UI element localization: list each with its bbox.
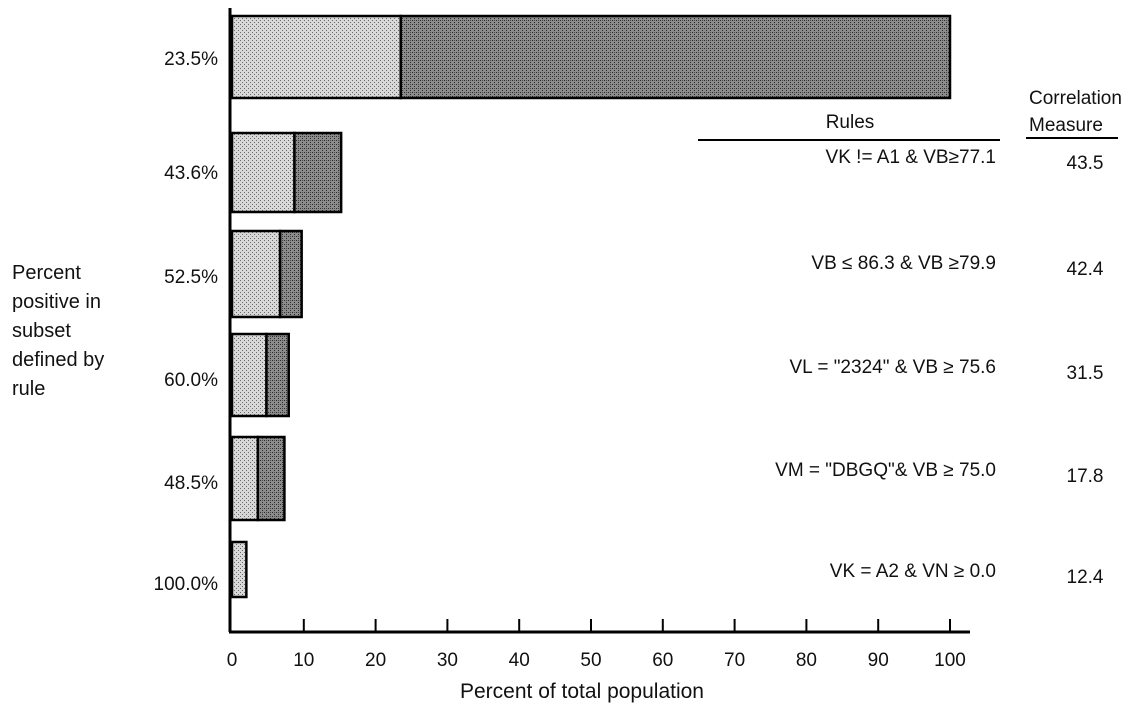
correlation-header-line: Correlation — [1029, 88, 1122, 109]
y-axis-label-line: defined by — [12, 349, 104, 371]
bar-light-5 — [230, 540, 248, 599]
bar-dark-1 — [293, 131, 343, 214]
category-label: 52.5% — [164, 267, 218, 288]
correlation-value: 12.4 — [1067, 567, 1104, 588]
category-label: 60.0% — [164, 370, 218, 391]
rule-text: VM = "DBGQ"& VB ≥ 75.0 — [775, 460, 996, 481]
bar-light-0 — [230, 14, 402, 100]
correlation-value: 43.5 — [1067, 153, 1104, 174]
x-tick-label: 80 — [796, 650, 817, 671]
correlation-header-line: Measure — [1029, 115, 1103, 136]
category-label: 100.0% — [154, 574, 219, 595]
rule-text: VK = A2 & VN ≥ 0.0 — [830, 561, 996, 582]
rule-text: VL = "2324" & VB ≥ 75.6 — [790, 357, 997, 378]
category-label: 43.6% — [164, 163, 218, 184]
y-axis-label: Percent positive in subset defined by rule — [12, 262, 104, 400]
x-tick-label: 100 — [934, 650, 966, 671]
y-axis-label-line: rule — [12, 378, 45, 400]
rule-text: VB ≤ 86.3 & VB ≥79.9 — [811, 253, 996, 274]
y-axis-label-line: Percent — [12, 262, 81, 284]
category-labels: 23.5% 43.6% 52.5% 60.0% 48.5% 100.0% — [154, 49, 219, 595]
bar-dark-4 — [256, 435, 286, 522]
category-label: 48.5% — [164, 473, 218, 494]
x-ticks: 0 10 20 30 40 50 60 70 80 90 100 — [227, 619, 966, 671]
axes: 0 10 20 30 40 50 60 70 80 90 100 — [227, 8, 970, 671]
x-tick-label: 90 — [868, 650, 889, 671]
category-label: 23.5% — [164, 49, 218, 70]
x-tick-label: 70 — [724, 650, 745, 671]
x-tick-label: 50 — [580, 650, 601, 671]
bar-dark-2 — [278, 229, 303, 319]
x-tick-label: 30 — [437, 650, 458, 671]
correlation-value: 17.8 — [1067, 466, 1104, 487]
x-axis-label: Percent of total population — [460, 680, 704, 703]
x-tick-label: 60 — [652, 650, 673, 671]
y-axis-label-line: positive in — [12, 291, 101, 313]
rules-panel: Rules Correlation Measure VK != A1 & VB≥7… — [698, 88, 1122, 588]
bars — [230, 14, 952, 599]
correlation-value: 31.5 — [1067, 363, 1104, 384]
bar-dark-0 — [399, 14, 952, 100]
x-tick-label: 0 — [227, 650, 238, 671]
rules-header: Rules — [826, 112, 875, 133]
bar-light-2 — [230, 229, 282, 319]
x-tick-label: 10 — [293, 650, 314, 671]
y-axis-label-line: subset — [12, 320, 71, 342]
bar-light-4 — [230, 435, 260, 522]
correlation-list: 43.5 42.4 31.5 17.8 12.4 — [1067, 153, 1104, 588]
rule-text: VK != A1 & VB≥77.1 — [826, 147, 996, 168]
x-tick-label: 40 — [509, 650, 530, 671]
x-tick-label: 20 — [365, 650, 386, 671]
bar-dark-3 — [265, 332, 290, 418]
bar-light-1 — [230, 131, 296, 214]
bar-light-3 — [230, 332, 268, 418]
correlation-header: Correlation Measure — [1029, 88, 1122, 136]
correlation-value: 42.4 — [1067, 259, 1104, 280]
rules-list: VK != A1 & VB≥77.1 VB ≤ 86.3 & VB ≥79.9 VL… — [775, 147, 996, 582]
